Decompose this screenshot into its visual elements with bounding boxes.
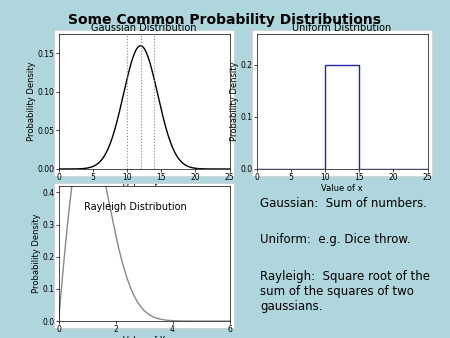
Title: Uniform Distribution: Uniform Distribution (292, 23, 392, 33)
Y-axis label: Probability Density: Probability Density (32, 214, 41, 293)
Y-axis label: Probability Density: Probability Density (230, 62, 239, 141)
Text: Gaussian:  Sum of numbers.: Gaussian: Sum of numbers. (260, 197, 427, 210)
Text: Rayleigh Distribution: Rayleigh Distribution (84, 202, 187, 212)
Text: Some Common Probability Distributions: Some Common Probability Distributions (68, 13, 382, 27)
Title: Gaussian Distribution: Gaussian Distribution (91, 23, 197, 33)
X-axis label: Value of x: Value of x (123, 184, 165, 193)
Y-axis label: Probability Density: Probability Density (27, 62, 36, 141)
Text: Uniform:  e.g. Dice throw.: Uniform: e.g. Dice throw. (260, 233, 411, 246)
X-axis label: Value of x: Value of x (321, 184, 363, 193)
Text: Rayleigh:  Square root of the
sum of the squares of two
gaussians.: Rayleigh: Square root of the sum of the … (260, 270, 430, 313)
X-axis label: Value of X: Value of X (123, 336, 165, 338)
